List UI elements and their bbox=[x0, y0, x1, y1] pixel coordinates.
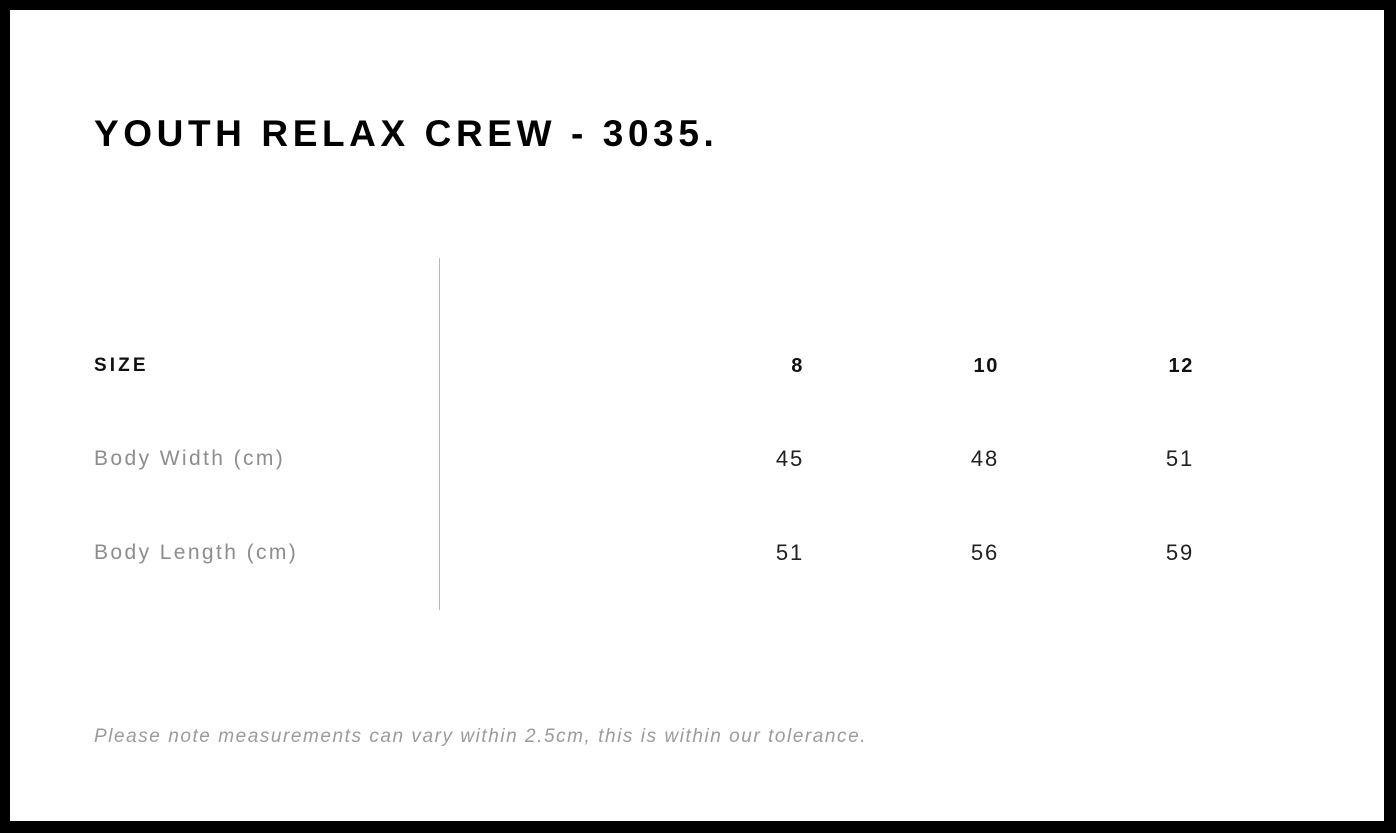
cell-body-length-8: 51 bbox=[775, 540, 804, 565]
column-header-size-8: 8 bbox=[791, 354, 804, 377]
column-header-size-10: 10 bbox=[973, 354, 999, 377]
page-title: YOUTH RELAX CREW - 3035. bbox=[94, 113, 719, 154]
table-row: Body Width (cm) 45 48 51 bbox=[94, 412, 1194, 506]
size-chart-table: SIZE 8 10 12 Body Width (cm) 45 48 51 Bo… bbox=[94, 320, 1194, 600]
column-header-size-12: 12 bbox=[1168, 354, 1194, 377]
cell-body-width-12: 51 bbox=[1165, 446, 1194, 471]
table-header-row: SIZE 8 10 12 bbox=[94, 320, 1194, 412]
size-chart-card: YOUTH RELAX CREW - 3035. SIZE 8 10 12 Bo bbox=[10, 10, 1384, 821]
cell-body-length-10: 56 bbox=[970, 540, 999, 565]
tolerance-note: Please note measurements can vary within… bbox=[94, 726, 868, 747]
cell-body-width-10: 48 bbox=[970, 446, 999, 471]
row-label-body-width: Body Width (cm) bbox=[94, 447, 286, 470]
cell-body-width-8: 45 bbox=[775, 446, 804, 471]
column-divider bbox=[439, 258, 440, 610]
table-row: Body Length (cm) 51 56 59 bbox=[94, 506, 1194, 600]
cell-body-length-12: 59 bbox=[1165, 540, 1194, 565]
column-header-size: SIZE bbox=[94, 355, 149, 376]
row-label-body-length: Body Length (cm) bbox=[94, 541, 299, 564]
